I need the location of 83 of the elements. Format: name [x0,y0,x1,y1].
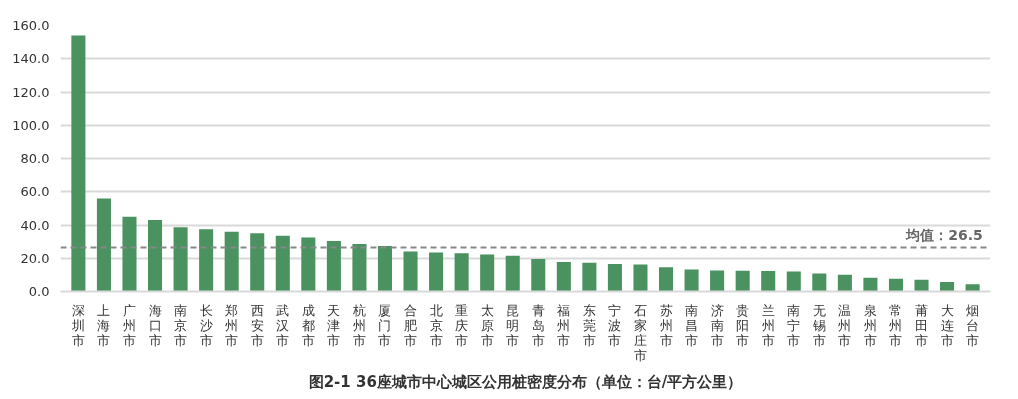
bar [326,240,341,292]
x-tick-label: 深圳市 [70,302,85,348]
bar [250,233,265,292]
bar [735,270,750,292]
bar [837,274,852,292]
bar [505,255,520,292]
bar [607,263,622,292]
bar [122,216,137,292]
x-tick-label: 苏州市 [659,302,673,348]
bar [786,271,801,292]
bar [582,262,597,292]
x-tick-label: 海口市 [148,302,162,348]
text: 图2-1 36座城市中心城区公用桩密度分布（单位：台/平方公里） [308,372,743,391]
x-tick-label: 青岛市 [531,302,545,348]
x-tick-label: 常州市 [889,302,903,348]
x-tick-label: 厦门市 [378,302,392,348]
x-tick-label: 南京市 [174,302,188,348]
bar [812,273,827,292]
bar [377,246,392,292]
x-tick-label: 合肥市 [404,302,418,348]
x-tick-label: 天津市 [327,302,341,348]
bar [454,253,469,292]
bar [71,35,86,292]
x-tick-label: 温州市 [838,302,852,348]
bar [199,229,214,292]
x-tick-label: 石家庄市 [633,302,647,363]
bar [173,227,188,292]
x-tick-label: 宁波市 [608,302,622,348]
bar [352,244,367,292]
y-tick-label: 80.0 [20,151,50,166]
bar [275,235,290,292]
x-tick-label: 泉州市 [863,302,877,348]
x-tick-label: 成都市 [301,302,315,348]
bar [761,271,776,292]
x-tick-label: 长沙市 [199,302,213,348]
x-tick-label: 昆明市 [506,302,520,348]
y-tick-label: 60.0 [20,184,50,200]
x-tick-label: 重庆市 [455,302,469,348]
x-tick-label: 西安市 [250,302,264,348]
y-tick-label: 20.0 [20,250,50,266]
x-tick-label: 杭州市 [351,302,366,348]
bar [965,284,980,292]
bar [863,277,878,292]
x-tick-label: 东莞市 [582,302,596,348]
bar [710,270,725,292]
bar [531,258,546,292]
ref-line-label: 均值：26.5 [905,227,983,244]
y-tick-label: 160.0 [12,18,50,33]
x-tick-label: 北京市 [429,302,443,348]
bar [888,278,903,292]
x-tick-label: 福州市 [557,302,571,348]
bar [224,231,239,292]
bar [301,237,316,292]
x-tick-label: 武汉市 [276,302,290,348]
y-tick-label: 100.0 [12,117,50,133]
x-tick-label: 大连市 [940,302,954,348]
x-tick-label: 兰州市 [761,302,775,348]
x-tick-label: 郑州市 [225,302,239,348]
bar [96,198,111,292]
bar [940,282,955,292]
x-tick-label: 南昌市 [685,302,699,348]
bar [403,251,418,292]
x-tick-label: 贵阳市 [736,302,750,348]
bar [556,262,571,292]
x-tick-label: 太原市 [480,302,494,348]
x-tick-label: 莆田市 [915,302,929,348]
x-tick-label: 南宁市 [787,302,801,348]
x-tick-label: 烟台市 [966,302,980,348]
bar [480,254,495,292]
bar [148,220,163,292]
y-tick-label: 40.0 [20,217,50,233]
bar [633,264,648,292]
bar [684,269,699,292]
y-tick-label: 120.0 [12,84,50,100]
bar [914,279,929,292]
bar [429,252,444,292]
y-tick-label: 140.0 [12,51,50,67]
x-tick-label: 无锡市 [811,302,826,348]
bar [659,267,674,292]
x-tick-label: 上海市 [97,302,111,348]
y-tick-label: 0.0 [28,284,50,299]
x-tick-label: 广州市 [122,302,136,348]
x-tick-label: 济南市 [710,302,724,348]
